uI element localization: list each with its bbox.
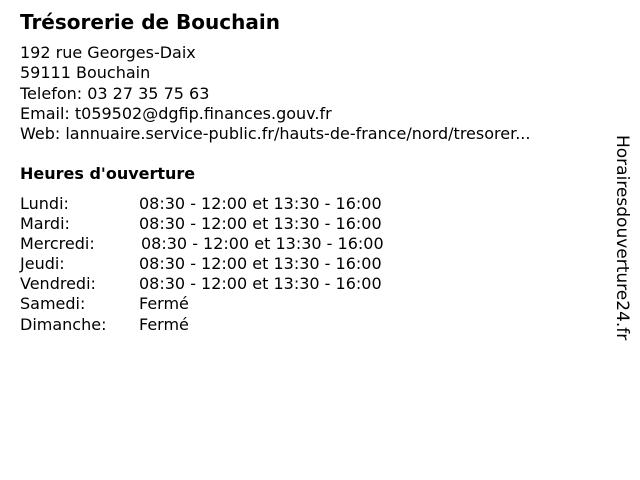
day: Samedi: <box>20 294 86 314</box>
day: Dimanche: <box>20 314 107 334</box>
hours-row: Vendredi: 08:30 - 12:00 et 13:30 - 16:00 <box>20 274 384 294</box>
email: Email: t059502@dgfip.finances.gouv.fr <box>20 103 332 123</box>
time: Fermé <box>139 314 189 334</box>
web: Web: lannuaire.service-public.fr/hauts-d… <box>20 124 531 144</box>
hours-row: Mercredi: 08:30 - 12:00 et 13:30 - 16:00 <box>20 234 384 254</box>
hours-table: Lundi: 08:30 - 12:00 et 13:30 - 16:00 Mar… <box>20 194 384 335</box>
phone: Telefon: 03 27 35 75 63 <box>20 83 210 103</box>
hours-row: Samedi: Fermé <box>20 294 384 314</box>
time: 08:30 - 12:00 et 13:30 - 16:00 <box>139 214 382 234</box>
street-address: 192 rue Georges-Daix <box>20 43 196 62</box>
hours-heading: Heures d'ouverture <box>20 164 196 183</box>
hours-row: Mardi: 08:30 - 12:00 et 13:30 - 16:00 <box>20 214 384 234</box>
day: Lundi: <box>20 194 69 213</box>
day: Vendredi: <box>20 274 96 294</box>
time: Fermé <box>139 294 189 314</box>
time: 08:30 - 12:00 et 13:30 - 16:00 <box>141 234 384 254</box>
time: 08:30 - 12:00 et 13:30 - 16:00 <box>139 194 382 213</box>
city: 59111 Bouchain <box>20 63 151 83</box>
hours-row: Lundi: 08:30 - 12:00 et 13:30 - 16:00 <box>20 194 384 214</box>
day: Mardi: <box>20 214 70 234</box>
day: Jeudi: <box>20 254 65 274</box>
time: 08:30 - 12:00 et 13:30 - 16:00 <box>139 254 382 274</box>
watermark: Horairesdouverture24.fr <box>612 135 632 341</box>
time: 08:30 - 12:00 et 13:30 - 16:00 <box>139 274 382 294</box>
hours-row: Dimanche: Fermé <box>20 315 384 335</box>
hours-row: Jeudi: 08:30 - 12:00 et 13:30 - 16:00 <box>20 254 384 274</box>
contact-info: 192 rue Georges-Daix 59111 Bouchain Tele… <box>20 43 530 144</box>
day: Mercredi: <box>20 234 95 254</box>
page-title: Trésorerie de Bouchain <box>20 10 280 34</box>
